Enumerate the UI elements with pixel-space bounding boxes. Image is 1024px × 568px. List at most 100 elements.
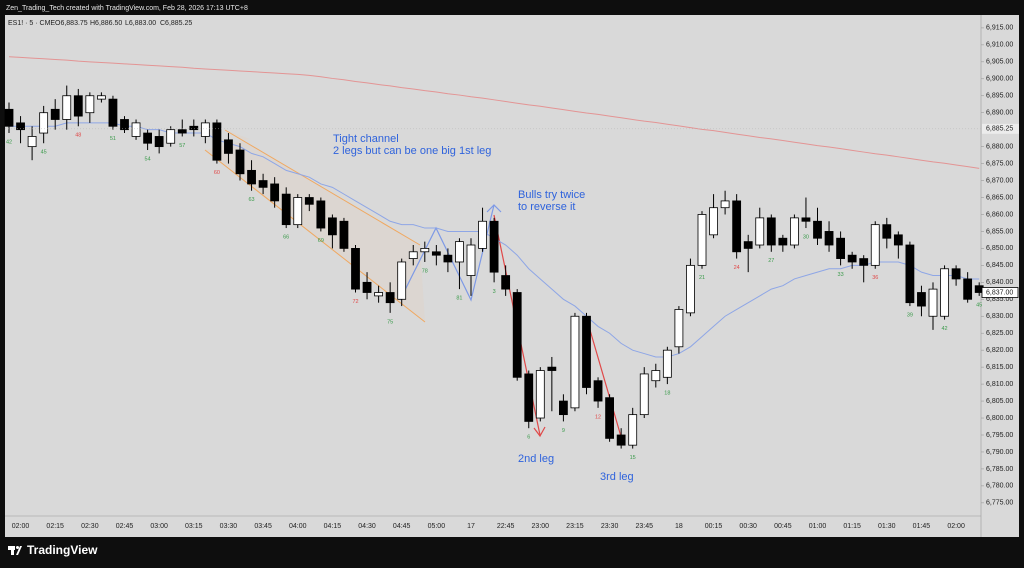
candle-body [16, 122, 25, 131]
candle-body [778, 237, 788, 246]
candle-body [512, 292, 522, 378]
channel-fill [205, 130, 425, 322]
candle-body [397, 261, 407, 300]
bar-count: 3 [493, 289, 496, 295]
price-box [982, 123, 1019, 134]
logo-mark [11, 546, 14, 555]
price-box [981, 287, 1019, 298]
candle-body [605, 397, 614, 439]
candle-body [905, 244, 915, 304]
chart-area [5, 15, 1019, 537]
arrow-head [486, 204, 502, 213]
annotation: 2 legs but can be one big 1st leg [333, 145, 491, 157]
x-tick-label: 01:45 [913, 523, 931, 530]
x-tick-label: 23:15 [566, 523, 584, 530]
candle-body [870, 224, 880, 266]
y-tick-label: 6,875.00 [986, 160, 1013, 167]
bar-count: 69 [318, 238, 324, 244]
candle-body [258, 180, 268, 188]
bar-count: 15 [630, 455, 636, 461]
legend-high: H6,886.50 [90, 20, 122, 27]
y-tick-label: 6,820.00 [986, 347, 1013, 354]
bar-count: 42 [941, 326, 947, 332]
legend-close: C6,885.25 [160, 20, 192, 27]
x-tick-label: 23:45 [635, 523, 653, 530]
candle-body [120, 119, 129, 131]
x-tick-label: 23:00 [532, 523, 550, 530]
x-tick-label: 03:45 [254, 523, 272, 530]
bar-count: 78 [422, 268, 428, 274]
candle-body [374, 292, 384, 297]
candle-body [270, 183, 280, 202]
bar-count: 30 [803, 235, 809, 241]
leg-arrow [589, 329, 623, 441]
candle-body [570, 315, 580, 409]
annotation: Tight channel [333, 133, 399, 145]
bar-count: 36 [872, 275, 878, 281]
candle-body [27, 136, 37, 148]
candle-body [559, 400, 568, 416]
x-tick-label: 01:00 [809, 523, 827, 530]
candle-body [62, 95, 72, 120]
y-tick-label: 6,800.00 [986, 415, 1013, 422]
bar-count: 33 [838, 272, 844, 278]
logo-mark [16, 546, 22, 555]
bar-count: 27 [768, 258, 774, 264]
y-tick-label: 6,910.00 [986, 42, 1013, 49]
candle-body [73, 95, 83, 117]
x-tick-label: 23:30 [601, 523, 619, 530]
candle-body [674, 309, 684, 348]
candle-body [651, 370, 661, 382]
candle-body [351, 248, 360, 290]
logo-mark [16, 546, 19, 549]
y-tick-label: 6,865.00 [986, 194, 1013, 201]
x-tick-label: 04:30 [358, 523, 376, 530]
bar-count: 42 [6, 140, 12, 146]
x-tick-label: 22:45 [497, 523, 515, 530]
bar-count: 48 [75, 133, 81, 139]
y-tick-label: 6,915.00 [986, 25, 1013, 32]
y-tick-label: 6,880.00 [986, 143, 1013, 150]
x-tick-label: 02:45 [116, 523, 134, 530]
y-tick-label: 6,845.00 [986, 262, 1013, 269]
x-tick-label: 03:30 [220, 523, 238, 530]
candle-body [131, 122, 141, 137]
candle-body [836, 237, 845, 259]
candle-body [362, 281, 372, 293]
legend-low: L6,883.00 [125, 20, 156, 27]
candle-body [489, 220, 499, 273]
logo: TradingView [8, 543, 98, 557]
bar-count: 6 [527, 435, 530, 441]
y-tick-label: 6,840.00 [986, 279, 1013, 286]
y-tick-label: 6,795.00 [986, 432, 1013, 439]
x-tick-label: 00:15 [705, 523, 723, 530]
candle-body [732, 200, 742, 253]
candle-body [200, 122, 210, 137]
candle-body [801, 217, 811, 222]
candle-body [547, 366, 557, 371]
candle-body [882, 224, 892, 239]
candle-body [154, 136, 164, 148]
candle-body [524, 373, 534, 422]
x-tick-label: 02:30 [81, 523, 99, 530]
candle-body [639, 373, 649, 416]
candle-body [247, 169, 256, 185]
annotation: Bulls try twice [518, 189, 585, 201]
price-marker-label: 6,885.25 [986, 126, 1013, 133]
candle-body [212, 122, 222, 161]
candle-body [628, 414, 638, 446]
candle-body [108, 98, 118, 127]
arrow-head [533, 426, 546, 438]
x-tick-label: 00:45 [774, 523, 792, 530]
candle-body [235, 149, 245, 175]
x-tick-label: 02:00 [12, 523, 30, 530]
candle-body [455, 241, 464, 263]
candle-body [408, 251, 418, 259]
y-tick-label: 6,900.00 [986, 76, 1013, 83]
y-tick-label: 6,790.00 [986, 449, 1013, 456]
price-marker-label: 6,837.00 [986, 289, 1013, 296]
annotation: to reverse it [518, 201, 575, 213]
candle-body [847, 254, 857, 263]
candle-body [97, 95, 106, 100]
candle-body [790, 217, 799, 246]
